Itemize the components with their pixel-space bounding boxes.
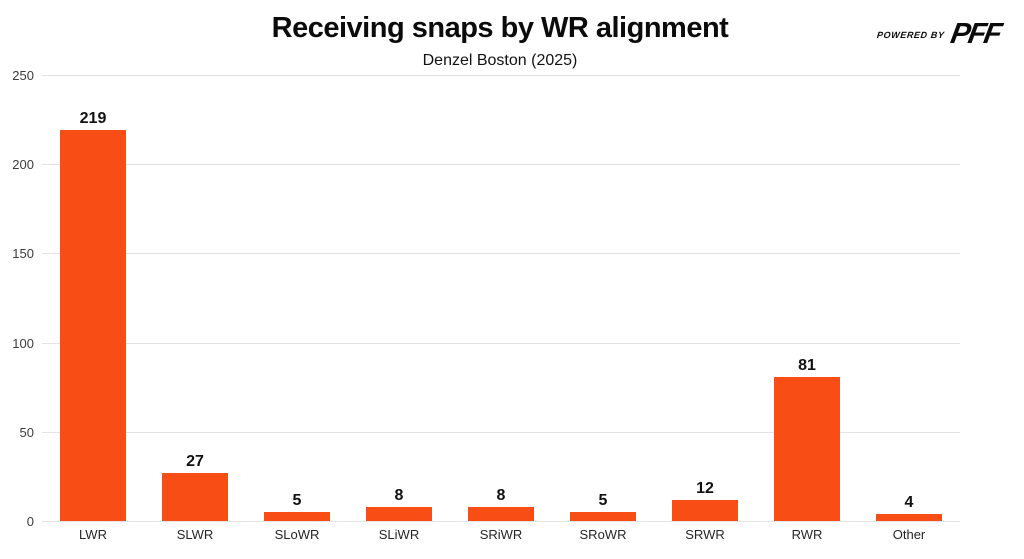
bar-group-lwr: 219 [42,75,144,521]
bar-value-label: 4 [904,493,914,511]
bar-value-label: 27 [186,452,204,470]
gridline-200 [42,164,960,166]
pff-logo: POWERED BY PFF [876,18,1003,50]
plot-area: 219 27 5 8 8 5 12 81 4 [42,75,960,522]
gridline-150 [42,253,960,255]
y-tick-label-250: 250 [12,68,34,83]
x-tick-label-lwr: LWR [79,527,107,542]
x-tick-label-slowr: SLoWR [274,527,320,542]
gridline-100 [42,342,960,344]
bar-other [876,513,942,521]
chart-title: Receiving snaps by WR alignment [271,12,729,44]
bar-value-label: 219 [79,110,107,128]
bar-sriwr [468,506,534,521]
x-tick-label-rwr: RWR [791,527,823,542]
bar-srwr [672,499,738,521]
x-tick-label-sliwr: SLiWR [378,527,420,542]
gridline-50 [42,431,960,433]
bar-srowr [570,512,636,521]
bar-rwr [774,376,840,521]
bar-slwr [162,472,228,521]
powered-by-text: POWERED BY [876,29,945,40]
y-tick-label-100: 100 [12,335,34,351]
x-tick-label-other: Other [892,527,926,542]
bar-sliwr [366,506,432,521]
x-tick-label-slwr: SLWR [176,527,214,542]
bar-group-slwr: 27 [144,75,246,521]
y-tick-label-50: 50 [19,424,34,440]
gridline-0 [42,521,960,522]
bar-value-label: 8 [394,486,404,504]
chart-subtitle: Denzel Boston (2025) [422,52,578,69]
bar-group-sliwr: 8 [348,75,450,521]
x-tick-label-srowr: SRoWR [579,527,627,542]
bar-group-srwr: 12 [654,75,756,521]
bar-value-label: 5 [292,492,302,510]
gridline-250 [42,75,960,76]
y-tick-label-200: 200 [12,157,34,173]
x-axis-labels: LWR SLWR SLoWR SLiWR SRiWR SRoWR SRWR RWR Other [42,527,960,542]
bar-value-label: 8 [496,486,506,504]
pff-wordmark: PFF [948,18,1003,50]
bar-group-srowr: 5 [552,75,654,521]
bar-group-sriwr: 8 [450,75,552,521]
x-tick-label-sriwr: SRiWR [479,527,523,542]
bar-group-slowr: 5 [246,75,348,521]
bar-lwr [60,130,126,521]
bar-value-label: 5 [598,492,608,510]
x-tick-label-srwr: SRWR [685,527,725,542]
bar-value-label: 12 [696,479,714,497]
bar-value-label: 81 [798,356,816,374]
y-tick-label-150: 150 [12,246,34,262]
y-tick-label-0: 0 [26,514,34,529]
bars-layer: 219 27 5 8 8 5 12 81 4 [42,75,960,521]
bar-group-other: 4 [858,75,960,521]
bar-slowr [264,512,330,521]
bar-group-rwr: 81 [756,75,858,521]
